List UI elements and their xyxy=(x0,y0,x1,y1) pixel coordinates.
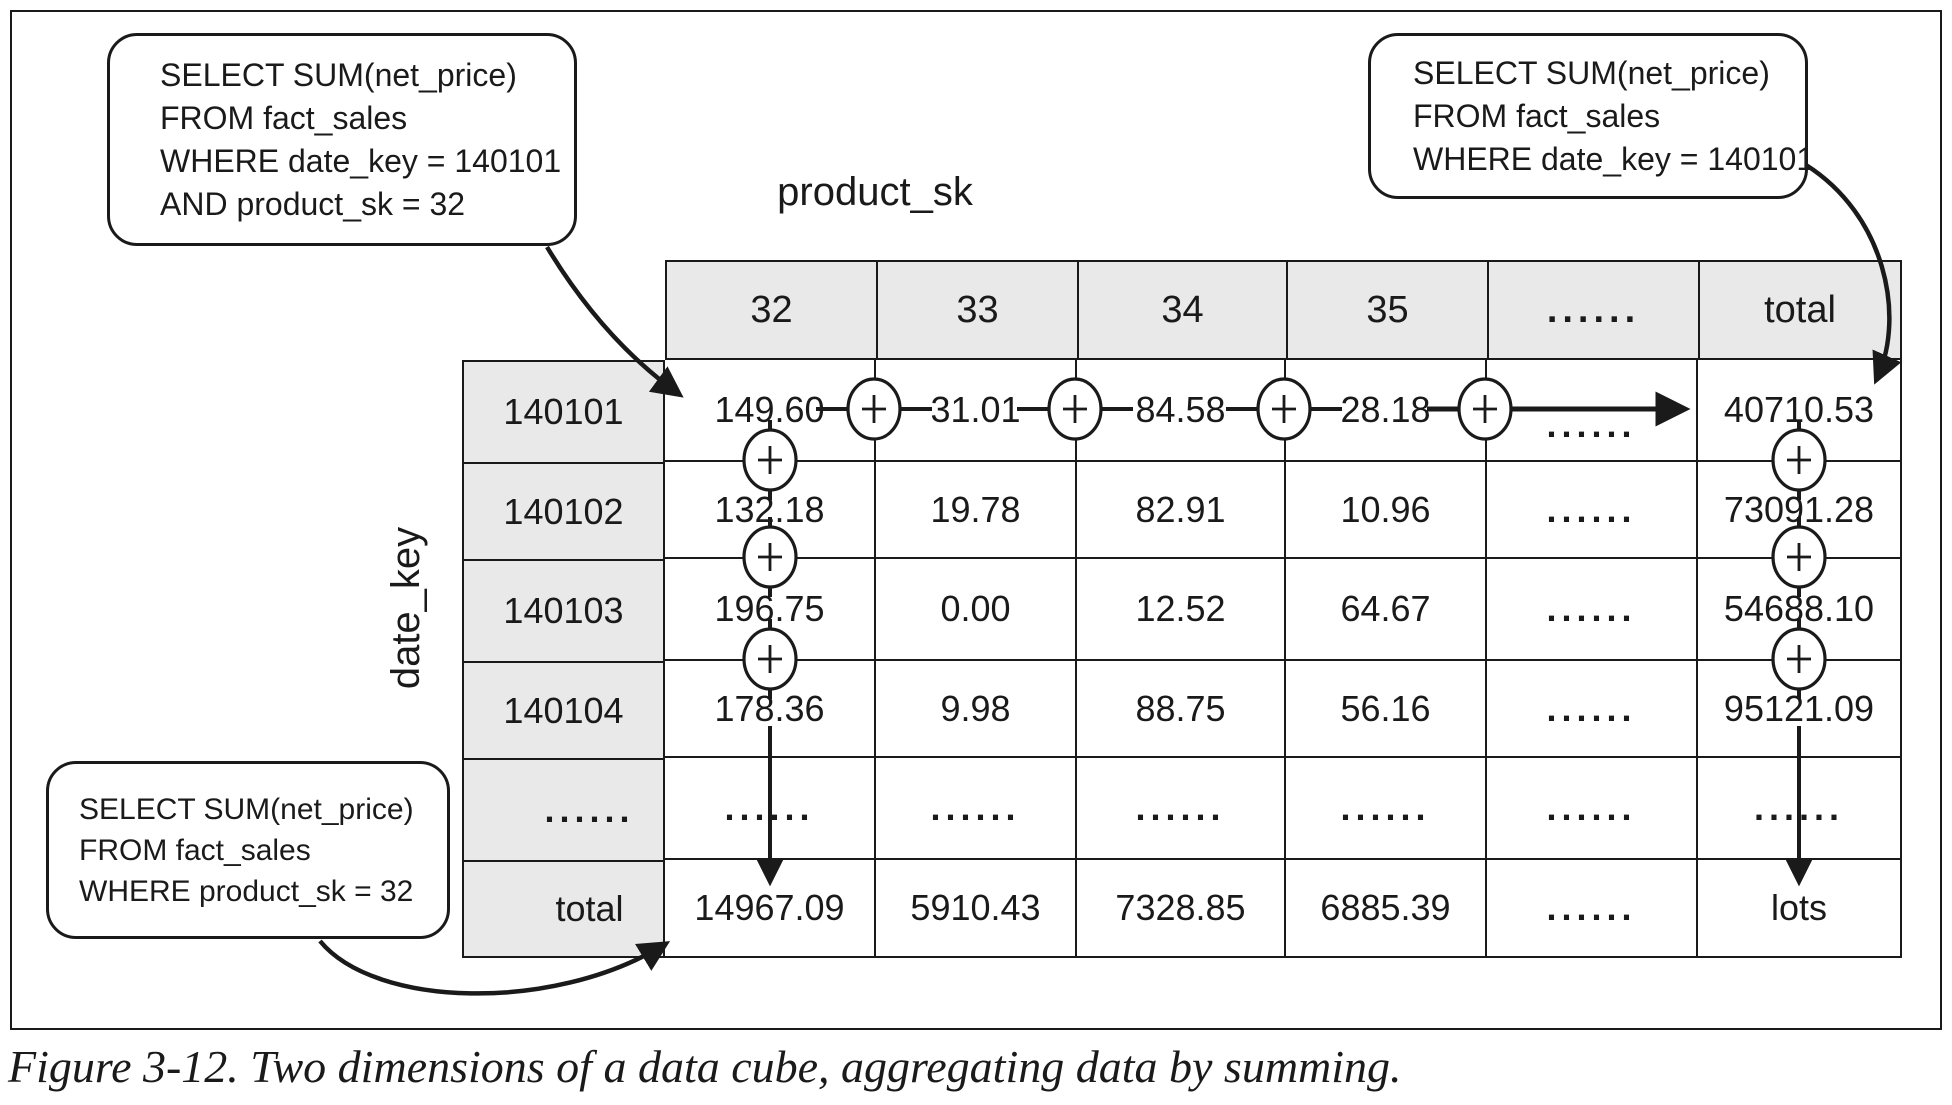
row-header-total-cell: total xyxy=(464,860,663,956)
row-dimension-label: date_key xyxy=(384,526,428,690)
row-header-cell: 140101 xyxy=(503,391,624,432)
data-cell: 64.67 xyxy=(1284,557,1485,659)
column-total-cell: 6885.39 xyxy=(1284,858,1485,956)
column-dimension-label: product_sk xyxy=(777,170,973,214)
row-header-ellipsis-cell: ...... xyxy=(464,758,663,860)
sql-text: SELECT SUM(net_price) xyxy=(160,56,517,93)
data-cell: 82.91 xyxy=(1075,460,1284,557)
figure-caption: Figure 3-12. Two dimensions of a data cu… xyxy=(8,1041,1402,1092)
data-cell: 95121.09 xyxy=(1696,659,1900,756)
sql-text: FROM fact_sales xyxy=(1413,97,1661,134)
column-header-cell: 35 xyxy=(1286,262,1487,358)
column-header-total-cell: total xyxy=(1698,262,1900,358)
data-cell: 132.18 xyxy=(665,460,874,557)
column-header-cell: 32 xyxy=(750,288,793,331)
data-cell: 28.18 xyxy=(1284,360,1485,460)
data-cells: 149.60 31.01 84.58 28.18 ...... 40710.53… xyxy=(665,360,1902,958)
data-cell: 0.00 xyxy=(874,557,1075,659)
sql-text: SELECT SUM(net_price) xyxy=(79,792,414,826)
callout-sql-single-cell-sum: SELECT SUM(net_price) FROM fact_sales WH… xyxy=(107,33,577,246)
data-cell: 31.01 xyxy=(874,360,1075,460)
column-header-row: 32 33 34 35 ...... total xyxy=(665,260,1902,360)
column-total-cell: 7328.85 xyxy=(1075,858,1284,956)
ellipsis-cell: ...... xyxy=(1485,659,1696,756)
sql-text: SELECT SUM(net_price) xyxy=(1413,54,1770,91)
data-cell: 12.52 xyxy=(1075,557,1284,659)
ellipsis-cell: ...... xyxy=(1284,756,1485,858)
sql-text: WHERE date_key = 140101 xyxy=(160,142,562,179)
data-cell: 19.78 xyxy=(874,460,1075,557)
data-cell: 73091.28 xyxy=(1696,460,1900,557)
sql-text: AND product_sk = 32 xyxy=(160,185,466,222)
data-cell: 40710.53 xyxy=(1696,360,1900,460)
grand-total-cell: lots xyxy=(1696,858,1900,956)
data-cell: 88.75 xyxy=(1075,659,1284,756)
sql-text: FROM fact_sales xyxy=(160,99,408,136)
data-cell: 178.36 xyxy=(665,659,874,756)
ellipsis-cell: ...... xyxy=(1485,557,1696,659)
ellipsis-cell: ...... xyxy=(1696,756,1900,858)
column-header-cell: 34 xyxy=(1077,262,1286,358)
ellipsis-cell: ...... xyxy=(1485,460,1696,557)
row-header-cell: 140103 xyxy=(464,559,663,661)
data-cell: 10.96 xyxy=(1284,460,1485,557)
sql-text: WHERE product_sk = 32 xyxy=(79,874,414,908)
data-cell: 84.58 xyxy=(1075,360,1284,460)
ellipsis-cell: ...... xyxy=(1485,756,1696,858)
row-header-cell: 140102 xyxy=(464,462,663,559)
row-header-column: 140101 140102 140103 140104 ...... total xyxy=(462,360,665,958)
ellipsis-cell: ...... xyxy=(665,756,874,858)
sql-text: WHERE date_key = 140101 xyxy=(1413,140,1815,177)
data-cell: 54688.10 xyxy=(1696,557,1900,659)
data-cell: 9.98 xyxy=(874,659,1075,756)
column-header-ellipsis-cell: ...... xyxy=(1487,262,1698,358)
ellipsis-cell: ...... xyxy=(874,756,1075,858)
column-header-cell: 33 xyxy=(876,262,1077,358)
figure-border xyxy=(10,10,1942,1030)
column-total-cell: 5910.43 xyxy=(874,858,1075,956)
ellipsis-cell: ...... xyxy=(1485,360,1696,460)
column-total-cell: 14967.09 xyxy=(665,858,874,956)
ellipsis-cell: ...... xyxy=(1075,756,1284,858)
ellipsis-cell: ...... xyxy=(1485,858,1696,956)
data-cell: 149.60 xyxy=(714,389,825,430)
row-header-cell: 140104 xyxy=(464,661,663,758)
sql-text: FROM fact_sales xyxy=(79,833,311,867)
data-cell: 56.16 xyxy=(1284,659,1485,756)
callout-sql-column-total-sum: SELECT SUM(net_price) FROM fact_sales WH… xyxy=(46,761,450,939)
data-cell: 196.75 xyxy=(665,557,874,659)
callout-sql-row-total-sum: SELECT SUM(net_price) FROM fact_sales WH… xyxy=(1368,33,1815,199)
